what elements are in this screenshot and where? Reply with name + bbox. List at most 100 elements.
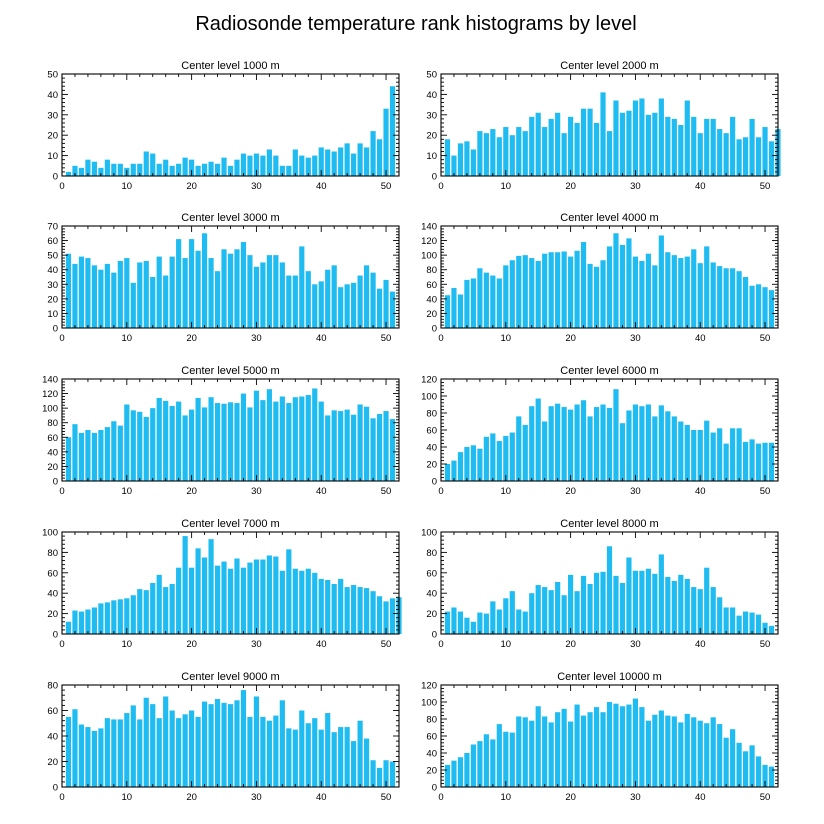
bar: [104, 718, 110, 787]
bar: [600, 571, 606, 634]
bar: [338, 147, 344, 176]
bar: [516, 609, 522, 634]
bar: [580, 108, 587, 176]
bar: [286, 403, 292, 481]
y-tick-label: 60: [426, 280, 437, 291]
bar: [137, 262, 143, 328]
bar: [568, 116, 574, 176]
bar: [182, 714, 188, 787]
bar: [444, 611, 451, 634]
bar: [587, 108, 593, 176]
bar: [490, 433, 496, 481]
bar: [457, 294, 464, 328]
bar: [697, 720, 703, 787]
bar: [671, 416, 677, 481]
bar: [483, 613, 489, 634]
bar: [749, 439, 755, 481]
bar: [626, 557, 632, 634]
bar: [305, 271, 311, 328]
bar: [189, 409, 195, 481]
y-tick-label: 80: [47, 548, 58, 559]
bar: [710, 262, 716, 328]
bar: [318, 729, 324, 788]
bar: [542, 421, 548, 481]
bar: [658, 710, 664, 787]
bar: [704, 420, 710, 481]
panel-title: Center level 1000 m: [181, 60, 279, 72]
bar: [189, 567, 195, 634]
bar: [574, 704, 580, 787]
bar: [111, 421, 117, 481]
bar: [730, 607, 736, 634]
bar: [503, 598, 509, 634]
bar: [600, 92, 606, 176]
y-tick-label: 20: [47, 294, 58, 305]
bar: [182, 536, 188, 634]
x-tick-label: 30: [630, 639, 641, 650]
bar: [111, 272, 117, 328]
bar: [632, 698, 639, 787]
bar: [331, 265, 337, 328]
bar: [580, 400, 587, 481]
y-tick-label: 100: [421, 392, 437, 403]
x-tick-label: 10: [122, 639, 133, 650]
bar: [503, 265, 509, 328]
bar: [150, 408, 156, 481]
bar: [496, 278, 502, 328]
x-tick-label: 50: [760, 792, 771, 803]
y-tick-label: 120: [421, 236, 437, 247]
bar: [555, 252, 561, 328]
bar: [279, 262, 285, 328]
x-tick-label: 0: [438, 333, 443, 344]
bar: [710, 717, 716, 787]
bar: [221, 702, 227, 787]
bar: [292, 275, 298, 328]
bar: [568, 574, 574, 634]
x-tick-label: 10: [122, 333, 133, 344]
bar: [176, 401, 182, 481]
bar: [260, 559, 266, 634]
x-tick-label: 0: [438, 181, 443, 192]
bar: [325, 579, 331, 634]
y-tick-label: 20: [47, 462, 58, 473]
bar: [684, 256, 690, 328]
bar: [98, 269, 104, 328]
bar: [684, 713, 690, 787]
bar: [117, 599, 123, 634]
bar: [561, 251, 567, 328]
y-tick-label: 70: [47, 222, 58, 233]
bar: [755, 137, 762, 176]
bar: [749, 745, 755, 787]
bar: [143, 416, 149, 481]
bar: [266, 720, 272, 787]
bar: [593, 266, 600, 328]
bar: [383, 108, 389, 176]
panel-title: Center level 9000 m: [181, 671, 279, 683]
bar: [234, 558, 240, 634]
bar: [163, 275, 169, 328]
figure-title: Radiosonde temperature rank histograms b…: [195, 13, 636, 35]
y-tick-label: 30: [426, 110, 437, 121]
bar: [639, 98, 645, 176]
bar: [574, 591, 580, 634]
y-tick-label: 60: [47, 236, 58, 247]
bar: [516, 416, 522, 481]
bar: [755, 756, 762, 787]
bar: [299, 710, 305, 787]
bar: [169, 165, 175, 176]
bar: [704, 118, 710, 176]
bar: [645, 404, 651, 481]
bar: [548, 722, 554, 787]
bar: [104, 427, 110, 481]
bar: [606, 546, 613, 634]
bar: [143, 151, 149, 176]
bar: [240, 567, 247, 634]
bar: [749, 285, 755, 328]
y-tick-label: 50: [47, 251, 58, 262]
bar: [697, 133, 703, 176]
y-tick-label: 0: [53, 477, 58, 488]
x-tick-label: 30: [630, 486, 641, 497]
bar: [91, 265, 97, 328]
bar: [227, 568, 234, 634]
x-tick-label: 50: [381, 486, 392, 497]
